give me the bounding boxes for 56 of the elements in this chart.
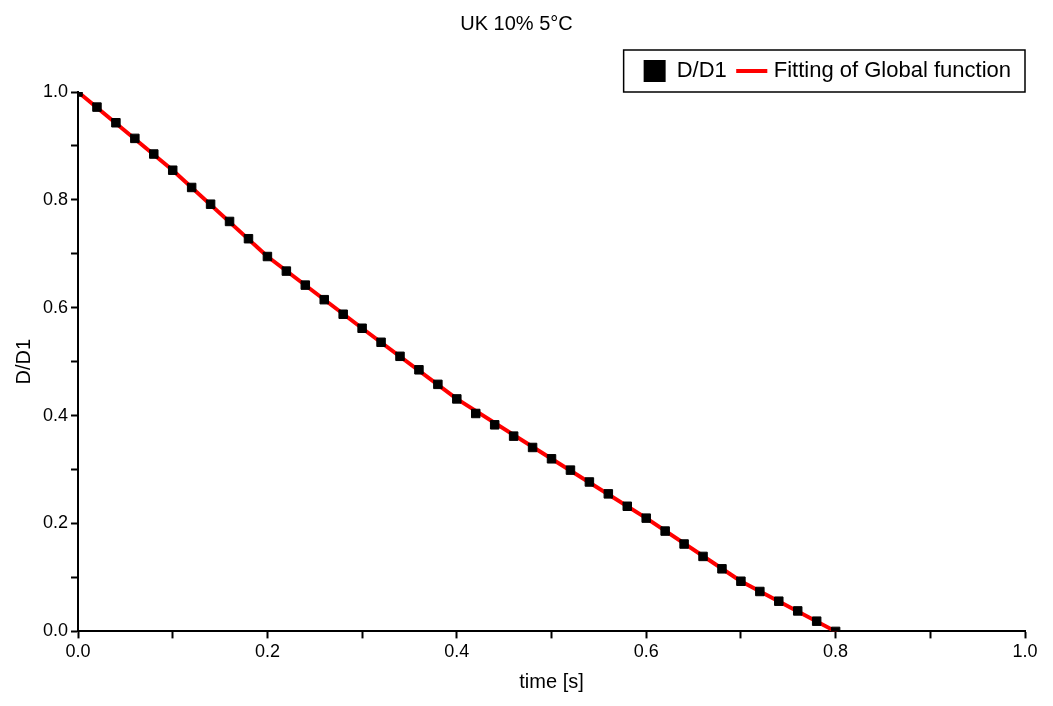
- point: [224, 216, 235, 227]
- point: [755, 586, 765, 597]
- x-tick-label: 0.4: [444, 641, 470, 662]
- legend-label: Fitting of Global function: [773, 57, 1012, 83]
- point: [489, 420, 500, 430]
- x-tick-label: 0.2: [254, 641, 280, 662]
- point: [736, 576, 746, 586]
- x-tick-label: 0.8: [823, 641, 849, 662]
- x-axis-title: time [s]: [519, 669, 584, 692]
- y-axis-title: D/D1: [11, 338, 34, 385]
- point: [111, 118, 121, 128]
- point: [243, 233, 254, 244]
- point: [641, 513, 651, 523]
- point: [622, 501, 633, 511]
- point: [205, 199, 216, 209]
- point: [262, 251, 273, 262]
- y-tick-label: 1.0: [42, 80, 69, 101]
- point: [281, 266, 292, 276]
- point: [452, 394, 462, 404]
- point: [414, 365, 424, 375]
- y-tick-label: 0.2: [42, 512, 69, 533]
- point: [508, 431, 519, 441]
- point: [679, 539, 689, 549]
- point: [546, 454, 557, 464]
- x-tick-label: 1.0: [1012, 641, 1038, 662]
- legend-label: D/D1: [676, 57, 727, 83]
- point: [471, 408, 481, 419]
- point: [660, 526, 670, 536]
- x-tick-label: 0.0: [65, 641, 91, 662]
- point: [92, 102, 102, 112]
- point: [433, 379, 443, 390]
- point: [603, 489, 614, 499]
- point: [698, 551, 708, 562]
- point: [811, 616, 822, 626]
- y-tick-label: 0.8: [42, 188, 69, 209]
- x-tick-label: 0.6: [633, 641, 659, 662]
- point: [300, 280, 311, 290]
- y-tick-label: 0.6: [42, 296, 69, 317]
- y-tick-label: 0.0: [42, 620, 69, 641]
- chart-title: UK 10% 5°C: [460, 11, 573, 34]
- point: [130, 133, 140, 144]
- point: [338, 309, 348, 319]
- point: [395, 351, 405, 362]
- point: [584, 477, 595, 487]
- point: [167, 165, 178, 175]
- point: [792, 606, 803, 616]
- point: [717, 564, 727, 574]
- point: [186, 182, 197, 193]
- point: [376, 337, 386, 348]
- point: [774, 596, 784, 606]
- point: [565, 465, 576, 475]
- point: [319, 294, 329, 305]
- point: [357, 323, 367, 333]
- point: [149, 149, 159, 159]
- y-tick-label: 0.4: [42, 404, 69, 425]
- point: [527, 442, 538, 453]
